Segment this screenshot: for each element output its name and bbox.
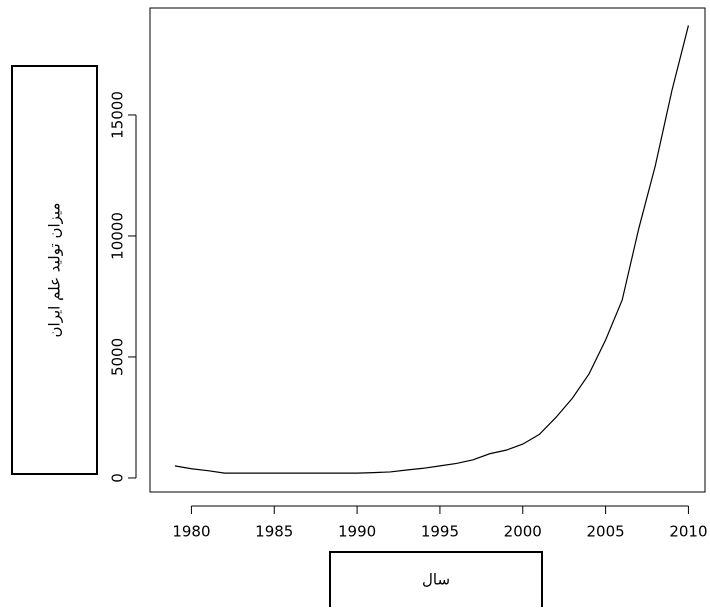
x-axis-label: سال	[422, 571, 450, 589]
y-label-box	[11, 65, 98, 475]
plot-frame	[149, 7, 706, 493]
data-line	[174, 25, 690, 474]
x-tick-label: 1990	[338, 523, 376, 541]
y-tick-label: 5000	[109, 338, 127, 376]
x-label-box	[329, 551, 543, 611]
x-tick-label: 2010	[669, 523, 707, 541]
y-axis-label: میزان تولید علم ایران	[46, 203, 64, 338]
x-tick-label: 1995	[421, 523, 459, 541]
y-tick-label: 15000	[109, 91, 127, 139]
x-tick-label: 2000	[504, 523, 542, 541]
x-tick-label: 1985	[255, 523, 293, 541]
x-tick-label: 2005	[587, 523, 625, 541]
x-tick-label: 1980	[172, 523, 210, 541]
y-tick-label: 0	[109, 473, 127, 483]
y-tick-label: 10000	[109, 212, 127, 260]
